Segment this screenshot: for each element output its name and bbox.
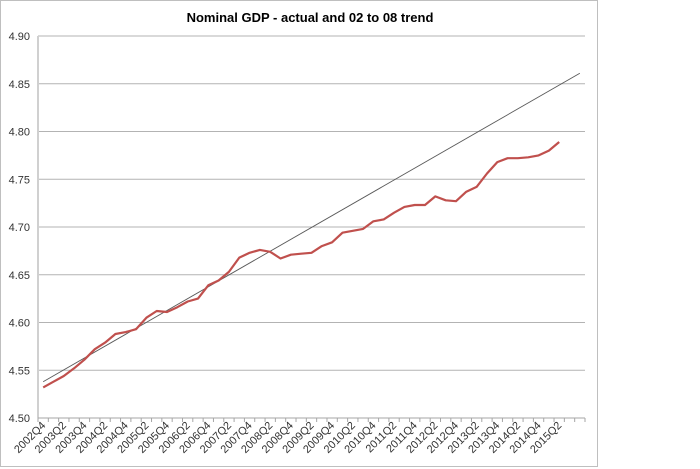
y-axis: 4.50 4.55 4.60 4.65 4.70 4.75 4.80 4.85 4.90 bbox=[9, 31, 39, 425]
y-tick-label: 4.70 bbox=[9, 222, 30, 234]
chart-title: Nominal GDP - actual and 02 to 08 trend bbox=[187, 10, 434, 25]
y-tick-label: 4.50 bbox=[9, 413, 30, 425]
y-tick-label: 4.80 bbox=[9, 127, 30, 139]
actual-gdp-line bbox=[42, 141, 560, 389]
y-tick-label: 4.75 bbox=[9, 174, 30, 186]
y-tick-label: 4.55 bbox=[9, 365, 30, 377]
y-tick-label: 4.85 bbox=[9, 79, 30, 91]
gridlines bbox=[38, 35, 585, 371]
chart-frame bbox=[0, 0, 598, 467]
series-group bbox=[42, 72, 581, 389]
y-tick-label: 4.65 bbox=[9, 270, 30, 282]
y-tick-label: 4.60 bbox=[9, 318, 30, 330]
y-tick-label: 4.90 bbox=[9, 31, 30, 43]
